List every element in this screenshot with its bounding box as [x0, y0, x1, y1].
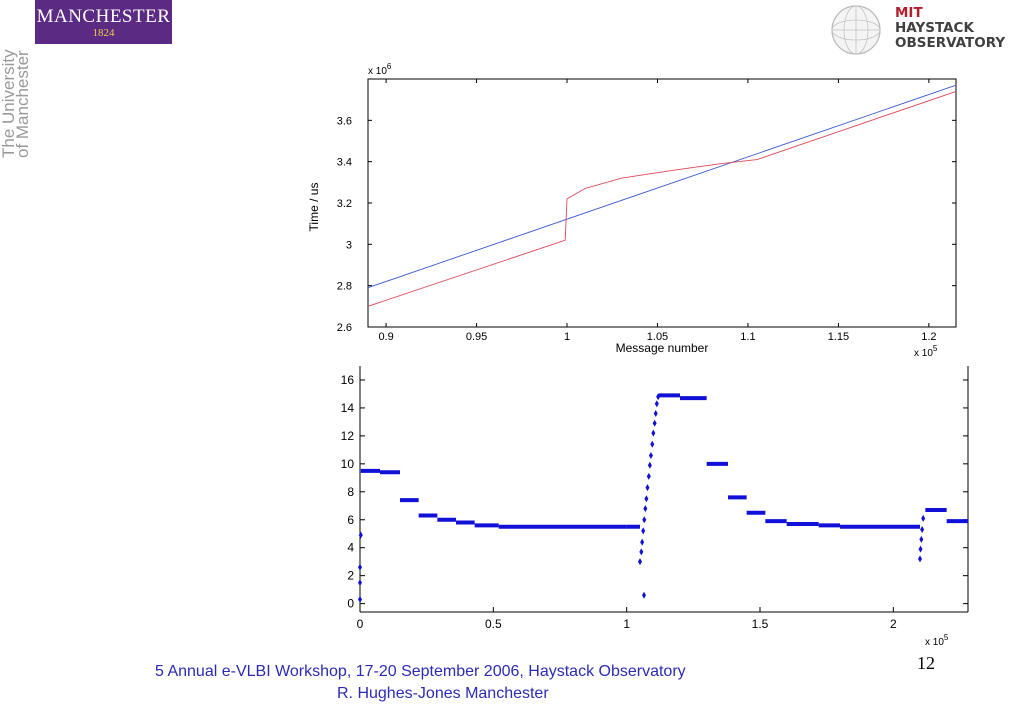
chart1-x-tick-label: 1	[564, 331, 570, 343]
chart2-data-point	[651, 429, 656, 437]
chart1-x-multiplier: x 105	[914, 344, 938, 359]
chart1-x-multiplier-exp: 5	[933, 344, 938, 353]
chart1-x-tick-label: 0.95	[466, 331, 487, 343]
chart2-data-point	[638, 558, 642, 566]
university-vertical-text: The University of Manchester	[0, 49, 32, 158]
chart2-data-point	[654, 400, 659, 408]
time-vs-message-chart: 0.9 0.95 1 1.05 1.1 1.15 1.2 2.6 2.8 3 3.2 3.4 3.6 M…	[307, 62, 957, 359]
chart2-data-point	[920, 526, 925, 534]
chart1-x-tick-label: 0.9	[378, 331, 393, 343]
manchester-logo-name: MANCHESTER	[36, 6, 171, 27]
manchester-logo: MANCHESTER 1824	[35, 0, 172, 44]
chart2-data-point	[358, 531, 363, 539]
chart1-x-tick-label: 1.1	[740, 331, 755, 343]
chart2-data-point	[640, 538, 645, 546]
chart1-series-line-2	[367, 90, 957, 307]
chart1-y-tick-label: 3.6	[337, 115, 352, 127]
chart2-data-point	[641, 527, 646, 535]
chart2-data-point	[921, 514, 926, 522]
chart2-x-multiplier: x 105	[925, 633, 949, 648]
chart1-x-tick-label: 1.05	[647, 331, 668, 343]
chart2-y-tick-label: 12	[341, 429, 355, 443]
chart2-data-point	[642, 591, 646, 599]
chart2-y-tick-label: 2	[347, 569, 354, 583]
manchester-logo-year: 1824	[92, 27, 115, 39]
chart1-y-multiplier-base: x 10	[368, 66, 387, 77]
chart2-data-point	[918, 545, 923, 553]
mit-haystack-logo: MIT HAYSTACK OBSERVATORY	[895, 6, 1005, 51]
chart2-y-tick-label: 8	[347, 485, 354, 499]
chart2-y-tick-label: 10	[341, 457, 355, 471]
mit-logo-line3: OBSERVATORY	[895, 35, 1006, 51]
chart2-y-tick-label: 4	[347, 541, 354, 555]
chart2-data-point	[639, 548, 644, 556]
chart2-data-point	[646, 472, 651, 480]
chart2-x-multiplier-exp: 5	[944, 633, 949, 642]
chart2-data-point	[652, 419, 657, 427]
chart2-data-point	[919, 535, 924, 543]
chart1-ticks: 0.9 0.95 1 1.05 1.1 1.15 1.2 2.6 2.8 3 3.2 3.4 3.6	[337, 79, 956, 343]
chart1-x-tick-label: 1.2	[921, 331, 936, 343]
chart2-data-point	[644, 495, 649, 503]
chart2-data-point	[645, 484, 650, 492]
chart1-y-multiplier-exp: 6	[387, 62, 392, 71]
university-text-line2: of Manchester	[13, 50, 32, 158]
chart1-plot-frame	[367, 78, 957, 328]
chart2-axes	[359, 366, 969, 613]
chart1-series	[367, 84, 957, 307]
chart1-y-label: Time / us	[307, 183, 321, 232]
chart1-y-tick-label: 3	[346, 239, 352, 251]
chart2-ticks: 0 0.5 1 1.5 2 0 2 4 6 8 10 12 14 16	[341, 373, 968, 631]
chart2-data-point	[653, 410, 658, 418]
chart2-data-point	[650, 440, 655, 448]
chart2-data-point	[648, 451, 653, 459]
footer-author-line: R. Hughes-Jones Manchester	[337, 685, 549, 702]
chart1-y-multiplier: x 106	[368, 62, 392, 77]
chart2-x-tick-label: 1.5	[752, 617, 769, 631]
chart2-data-point	[918, 555, 922, 563]
chart2-x-tick-label: 1	[623, 617, 630, 631]
chart1-x-tick-label: 1.15	[828, 331, 849, 343]
chart2-y-tick-label: 6	[347, 513, 354, 527]
chart2-x-tick-label: 2	[890, 617, 897, 631]
chart1-series-line-1	[367, 84, 957, 289]
mit-logo-line1: MIT	[895, 5, 923, 21]
chart1-y-tick-label: 3.2	[337, 198, 352, 210]
chart2-data-point	[358, 595, 362, 603]
university-text-line1: The University	[0, 49, 18, 158]
chart1-y-tick-label: 2.8	[337, 281, 352, 293]
chart2-data-point	[358, 563, 362, 571]
chart1-x-label: Message number	[616, 341, 709, 355]
chart2-x-tick-label: 0	[357, 617, 364, 631]
chart2-y-tick-label: 14	[341, 401, 355, 415]
chart1-y-tick-label: 3.4	[337, 157, 352, 169]
chart2-data-point	[647, 461, 652, 469]
chart2-data-point	[656, 393, 661, 401]
chart2-y-tick-label: 16	[341, 373, 355, 387]
chart2-data-point	[642, 516, 647, 524]
scatter-chart: 0 0.5 1 1.5 2 0 2 4 6 8 10 12 14 16 x 105	[341, 366, 969, 648]
globe-icon	[831, 5, 881, 55]
chart1-x-multiplier-base: x 10	[914, 348, 933, 359]
page-number: 12	[917, 653, 935, 673]
chart2-x-tick-label: 0.5	[485, 617, 502, 631]
chart2-markers	[358, 393, 968, 603]
chart2-x-multiplier-base: x 10	[925, 637, 944, 648]
footer-workshop-line: 5 Annual e-VLBI Workshop, 17-20 Septembe…	[155, 663, 686, 680]
chart2-y-tick-label: 0	[347, 597, 354, 611]
chart2-data-point	[358, 579, 362, 587]
chart1-y-tick-label: 2.6	[337, 322, 352, 334]
mit-logo-line2: HAYSTACK	[895, 20, 974, 36]
chart2-data-point	[643, 505, 648, 513]
